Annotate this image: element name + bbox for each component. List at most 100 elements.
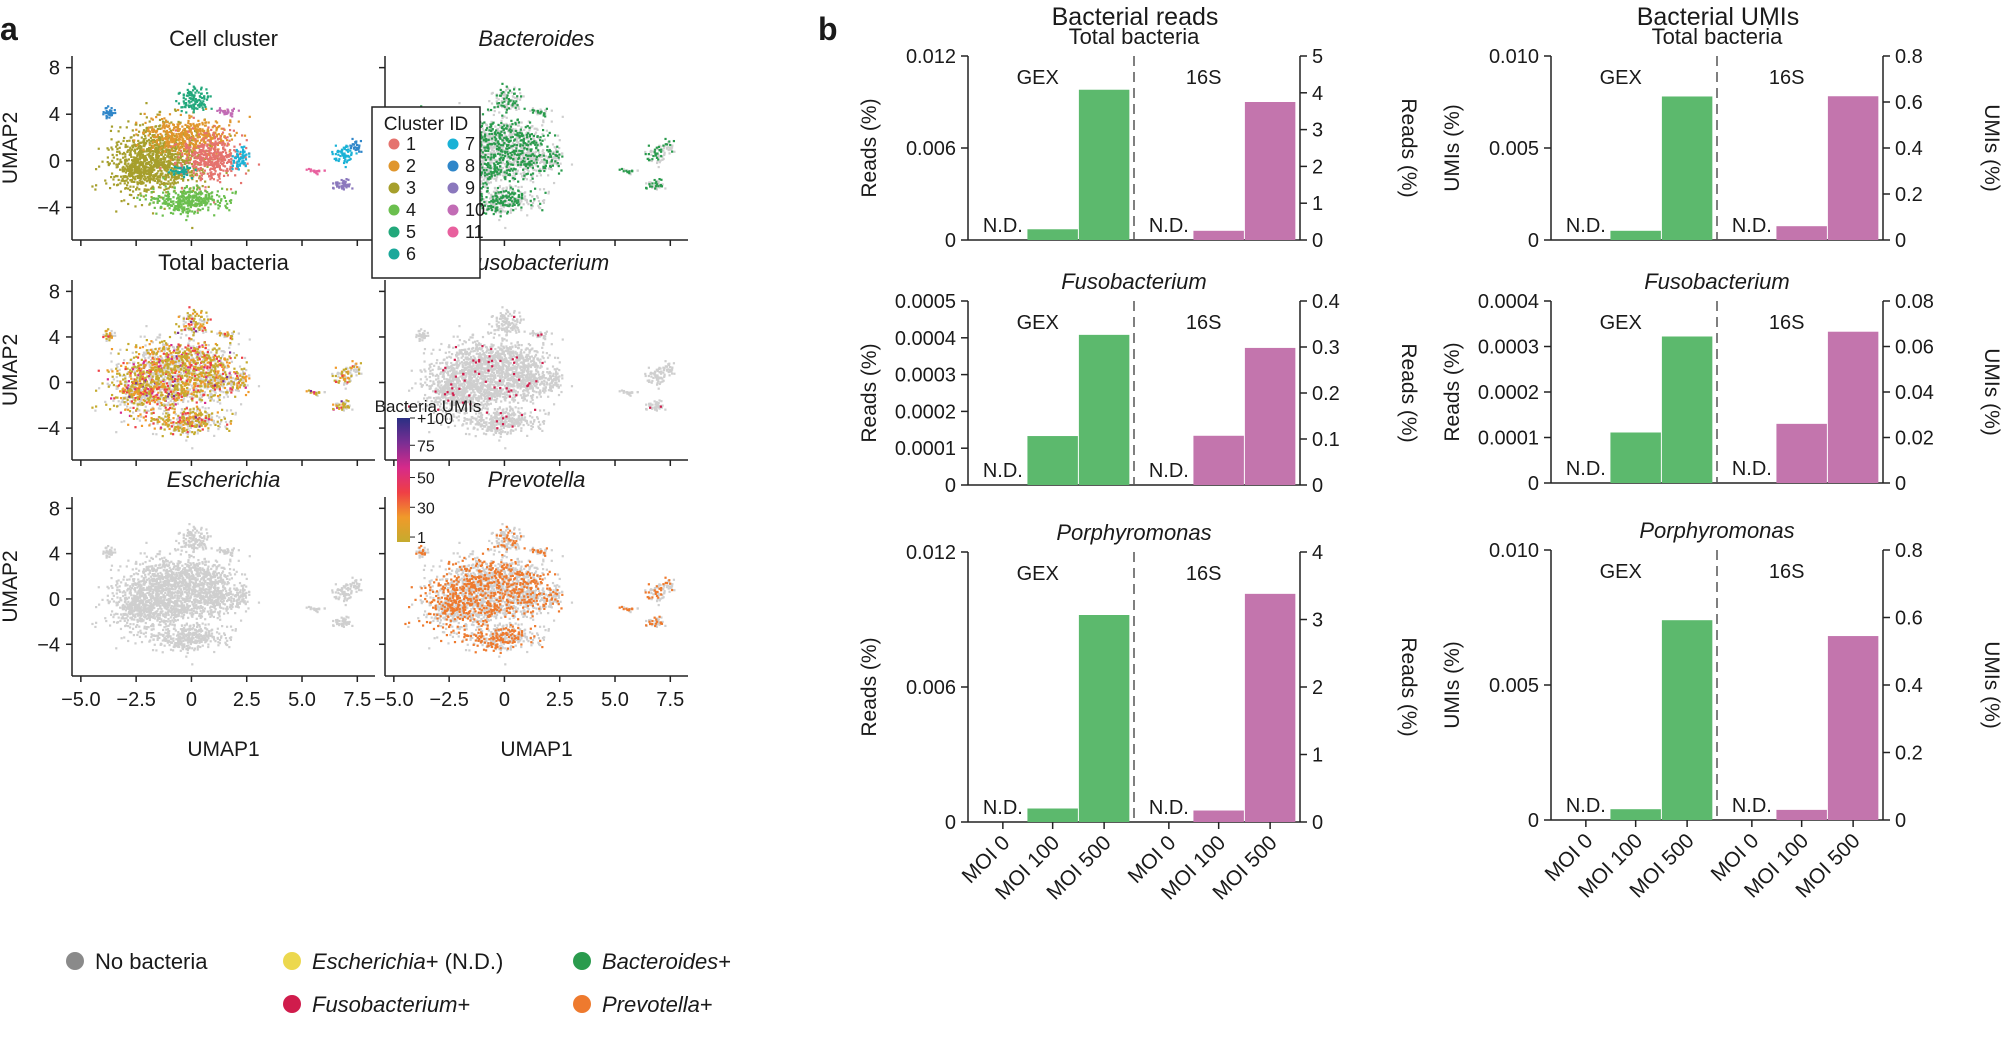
umap-cell xyxy=(112,156,115,159)
umap-cell xyxy=(538,188,542,191)
umap-cell xyxy=(555,151,558,155)
umap-cell xyxy=(490,146,493,149)
umap-cell xyxy=(191,165,194,168)
umap-cell xyxy=(222,146,225,150)
umap-cell xyxy=(225,188,229,191)
umap-cell xyxy=(178,171,181,174)
umap-cell xyxy=(218,137,221,140)
umap-cell xyxy=(191,196,194,199)
umap-cell xyxy=(191,127,194,130)
umap-cell xyxy=(223,135,226,138)
umap-cell xyxy=(494,187,497,190)
umap-cell xyxy=(522,155,525,158)
umap-cell xyxy=(513,163,516,166)
umap-cell xyxy=(335,181,338,184)
umap-cell xyxy=(123,182,126,185)
umap-cell xyxy=(332,186,335,189)
umap-cell xyxy=(645,182,648,185)
umap-cell xyxy=(491,159,494,162)
umap-cell xyxy=(650,159,653,163)
umap-cell xyxy=(177,102,181,105)
umap-cell xyxy=(195,130,198,134)
umap-cell xyxy=(183,105,187,108)
umap-cell-positive xyxy=(488,129,491,132)
umap-cell-positive xyxy=(501,114,504,117)
umap-cell xyxy=(629,169,633,173)
umap-cell xyxy=(123,167,126,170)
umap-cell xyxy=(226,167,229,171)
umap-cell xyxy=(352,147,356,150)
umap-cell xyxy=(186,215,189,218)
umap-cell-positive xyxy=(487,163,490,166)
umap-cell xyxy=(151,144,155,147)
umap-cell xyxy=(198,198,201,201)
umap-cell xyxy=(211,165,215,168)
umap-cell xyxy=(514,184,517,188)
umap-cell xyxy=(169,156,172,159)
umap-cell-positive xyxy=(503,124,506,127)
umap-cell xyxy=(313,169,316,172)
umap-cell xyxy=(185,211,188,214)
umap-cell xyxy=(148,141,151,144)
umap-cell xyxy=(486,153,489,156)
umap-cell xyxy=(533,138,536,141)
umap-cell xyxy=(185,161,188,164)
panel-label-a: a xyxy=(0,11,18,47)
umap-cell xyxy=(124,155,127,158)
umap-cell xyxy=(542,148,545,152)
umap-cell xyxy=(543,199,546,202)
umap-cell xyxy=(524,199,527,202)
umap-cell xyxy=(334,159,338,162)
umap-cell xyxy=(152,201,155,204)
umap-cell xyxy=(149,151,152,154)
umap-cell xyxy=(495,97,498,100)
umap-cell xyxy=(124,145,127,149)
umap-cell xyxy=(355,146,359,150)
umap-cell xyxy=(167,202,170,205)
umap-cell xyxy=(227,160,230,164)
umap-cell xyxy=(135,128,138,131)
umap-cell xyxy=(225,111,228,114)
umap-cell xyxy=(524,191,527,194)
umap-cell xyxy=(150,146,153,149)
umap-cell xyxy=(504,210,507,213)
umap-cell xyxy=(113,175,116,179)
umap-cell xyxy=(209,137,212,140)
umap-cell xyxy=(130,136,133,139)
umap-cell xyxy=(132,196,136,200)
umap-cell xyxy=(192,147,195,150)
umap-cell xyxy=(219,156,222,159)
umap-cell xyxy=(493,110,496,113)
umap-cell-positive xyxy=(488,132,491,136)
umap-cell xyxy=(198,95,201,98)
umap-cell xyxy=(129,150,132,153)
umap-cell xyxy=(203,103,206,107)
umap-cell xyxy=(231,115,234,118)
umap-cell xyxy=(512,179,515,182)
umap-cell xyxy=(554,146,557,149)
umap-cell-positive xyxy=(532,134,535,137)
umap-cell xyxy=(187,207,190,210)
umap-cell xyxy=(196,145,200,148)
umap-cell xyxy=(492,149,496,152)
umap-cell xyxy=(479,168,483,171)
umap-cell xyxy=(157,145,160,148)
umap-cell xyxy=(194,125,197,128)
umap-cell-positive xyxy=(505,189,508,192)
umap-cell-positive xyxy=(490,108,493,112)
umap-cell xyxy=(217,157,221,160)
umap-cell xyxy=(190,139,194,142)
umap-cell xyxy=(182,202,185,206)
umap-cell xyxy=(345,149,348,152)
umap-cell xyxy=(531,201,535,205)
umap-cell xyxy=(484,152,487,156)
umap-cell xyxy=(172,170,176,173)
umap-cell xyxy=(487,109,490,112)
umap-cell-positive xyxy=(514,133,517,136)
umap-cell xyxy=(160,206,163,209)
umap-cell-positive xyxy=(500,149,503,152)
umap-cell xyxy=(219,109,223,112)
umap-cell xyxy=(334,144,337,147)
umap-cell xyxy=(140,162,143,165)
umap-cell xyxy=(244,158,248,161)
